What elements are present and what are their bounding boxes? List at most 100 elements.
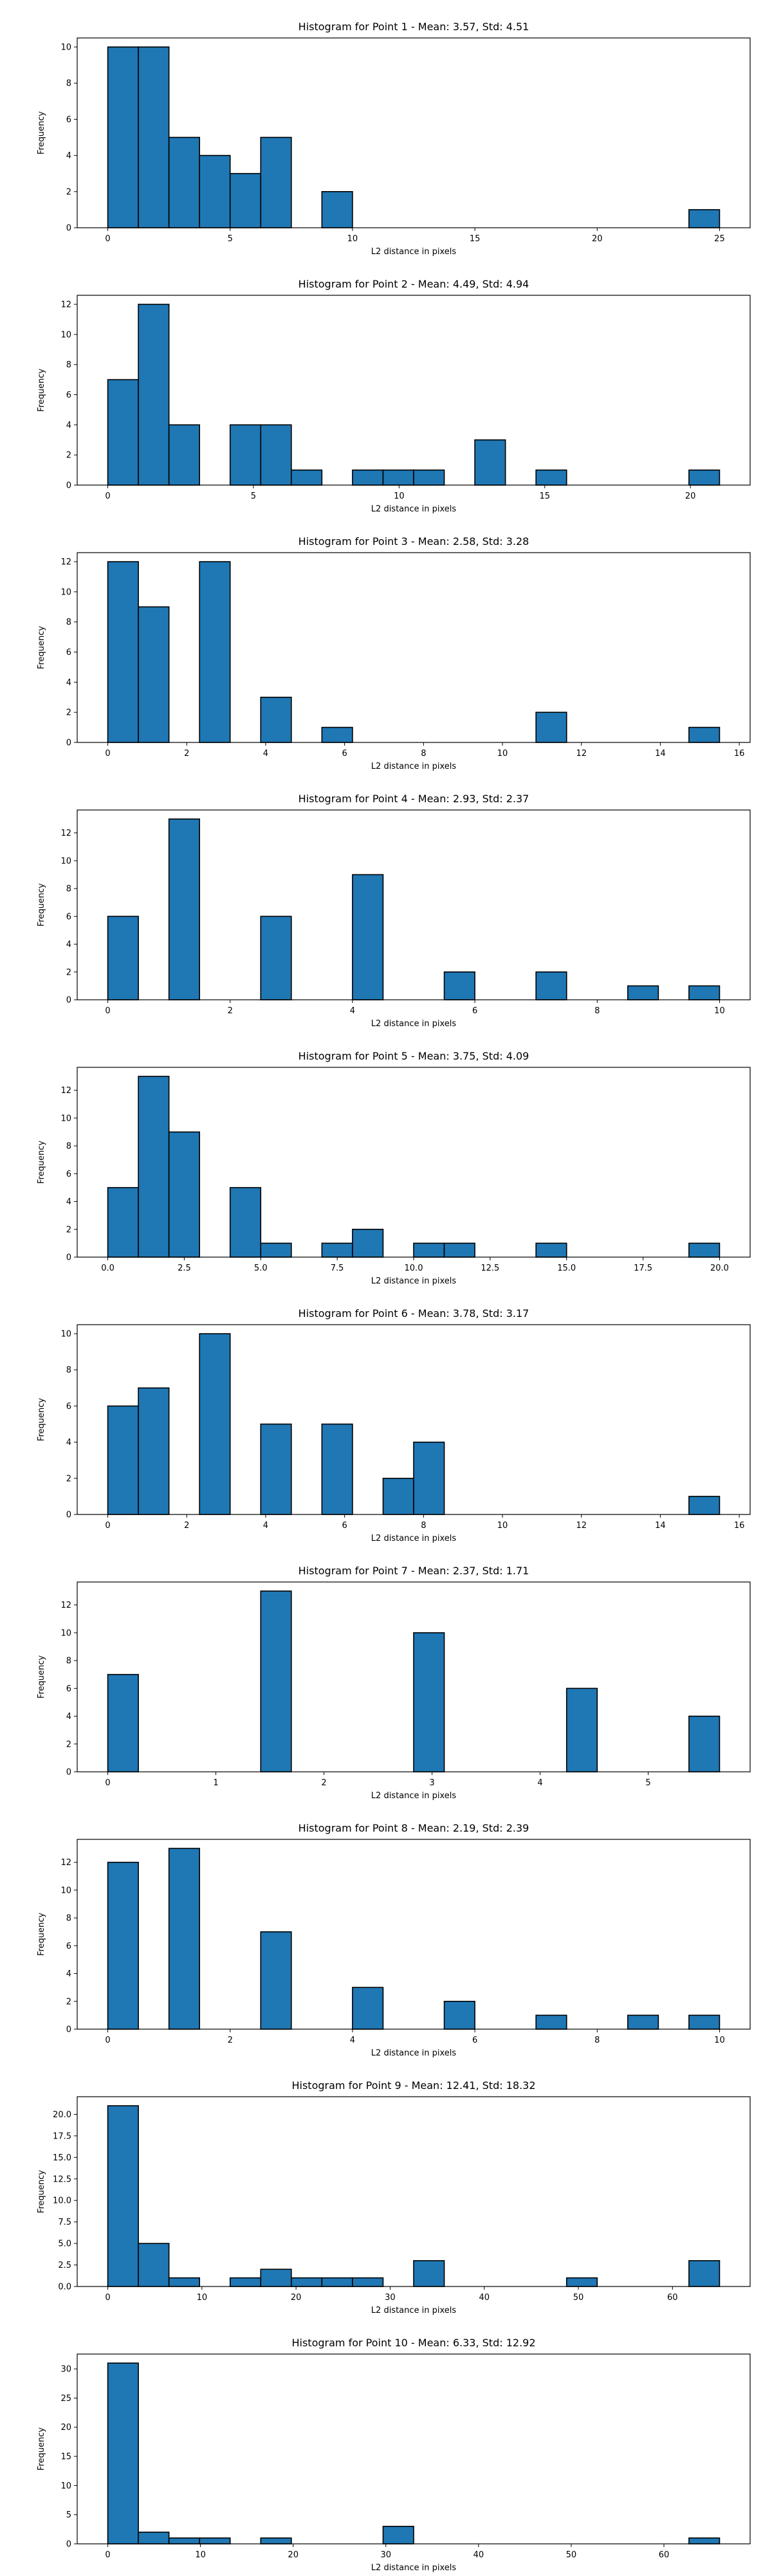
histogram-chart: 0.0 2.5 5.0 7.5 10.0 12.5 15.0 17.5 20.0 0 2 4 6 8 10 1…: [37, 1050, 751, 1286]
y-tick-label: 2: [66, 1997, 71, 2007]
x-tick-label: 4: [350, 2036, 355, 2045]
histogram-bar: [535, 2014, 567, 2030]
x-tick-label: 15: [539, 492, 550, 501]
histogram-bar: [260, 1423, 292, 1515]
x-tick-label: 16: [734, 749, 745, 759]
y-tick-label: 15.0: [53, 2153, 71, 2163]
x-tick-label: 12: [576, 749, 587, 759]
y-tick-label: 8: [66, 885, 71, 894]
histogram-bar: [382, 469, 414, 486]
histogram-bar: [688, 2014, 721, 2030]
y-tick-label: 2: [66, 1474, 71, 1484]
x-axis-label: L2 distance in pixels: [371, 2563, 457, 2573]
x-axis-label: L2 distance in pixels: [371, 2048, 457, 2058]
y-axis-label: Frequency: [37, 1141, 46, 1184]
histogram-bar: [107, 1673, 139, 1772]
histogram-bar: [260, 1931, 292, 2030]
y-tick-label: 17.5: [53, 2131, 71, 2141]
y-tick-label: 10: [60, 1330, 71, 1339]
y-tick-label: 6: [66, 391, 71, 400]
axes-frame: [77, 1324, 751, 1515]
chart-title: Histogram for Point 8 - Mean: 2.19, Std:…: [299, 1822, 529, 1834]
y-tick-label: 10: [60, 1886, 71, 1895]
x-axis-label: L2 distance in pixels: [371, 1276, 457, 1286]
y-tick-label: 10: [60, 1628, 71, 1638]
histogram-bar: [688, 2537, 721, 2544]
histogram-bar: [413, 1242, 445, 1258]
x-tick-label: 12.5: [481, 1264, 499, 1273]
y-tick-label: 0.0: [58, 2283, 71, 2292]
x-tick-label: 8: [594, 2036, 600, 2045]
histogram-bar: [199, 2537, 231, 2544]
y-tick-label: 30: [60, 2365, 71, 2375]
x-tick-label: 4: [537, 1778, 542, 1788]
histogram-bar: [565, 2277, 598, 2287]
histogram-bar: [565, 1688, 598, 1772]
histogram-panel: 0 1 2 3 4 5 0 2 4 6 8 10 12 Histogram for Point 7 - M…: [0, 1544, 772, 1801]
chart-title: Histogram for Point 1 - Mean: 3.57, Std:…: [299, 21, 529, 33]
histogram-bar: [443, 2000, 475, 2030]
histogram-bar: [352, 1987, 384, 2030]
histogram-bar: [352, 469, 384, 486]
histogram-panel: 0 10 20 30 40 50 60 0.0 2.5 5.0 7.5 10.0 12.5 15.0 17.…: [0, 2059, 772, 2316]
histogram-bar: [413, 1441, 445, 1515]
chart-title: Histogram for Point 4 - Mean: 2.93, Std:…: [299, 793, 529, 805]
y-tick-label: 10: [60, 856, 71, 866]
histogram-bar: [688, 1496, 721, 1515]
y-tick-label: 0: [66, 1253, 71, 1263]
y-axis-label: Frequency: [37, 1398, 46, 1441]
histogram-chart: 0 2 4 6 8 10 12 14 16 0 2 4 6 8 10 12 Histogram for Poin…: [37, 535, 751, 771]
axes-frame: [77, 1839, 751, 2030]
x-tick-label: 10: [195, 2550, 206, 2560]
y-tick-label: 2: [66, 968, 71, 977]
x-tick-label: 14: [655, 1521, 666, 1531]
y-axis-label: Frequency: [37, 1913, 46, 1956]
y-tick-label: 5.0: [58, 2240, 71, 2249]
histogram-bar: [168, 2277, 200, 2287]
y-tick-label: 0: [66, 739, 71, 748]
histogram-panel: 0 5 10 15 20 0 2 4 6 8 10 12 Histogram for Point 2 -…: [0, 257, 772, 515]
histogram-bar: [688, 1715, 721, 1772]
y-tick-label: 4: [66, 940, 71, 950]
y-tick-label: 8: [66, 79, 71, 89]
histogram-bar: [321, 726, 353, 743]
histogram-bar: [688, 985, 721, 1000]
histogram-bar: [535, 1242, 567, 1258]
y-tick-label: 6: [66, 912, 71, 922]
x-tick-label: 10: [197, 2293, 208, 2303]
histogram-bar: [382, 2526, 414, 2544]
y-tick-label: 6: [66, 1170, 71, 1179]
y-tick-label: 8: [66, 1366, 71, 1375]
x-tick-label: 10.0: [405, 1264, 423, 1273]
x-tick-label: 0: [105, 1778, 110, 1788]
histogram-bar: [321, 1242, 353, 1258]
x-tick-label: 0: [105, 2550, 110, 2560]
x-tick-label: 50: [566, 2550, 577, 2560]
histogram-bar: [321, 2277, 353, 2287]
x-tick-label: 2.5: [178, 1264, 191, 1273]
histogram-bar: [688, 469, 721, 486]
histogram-bar: [688, 726, 721, 743]
histogram-bar: [199, 154, 231, 228]
histogram-bar: [168, 1848, 200, 2030]
y-tick-label: 12: [60, 829, 71, 838]
axes-frame: [77, 552, 751, 743]
histogram-panel: 0 2 4 6 8 10 0 2 4 6 8 10 12 Histogram for Point 4 - …: [0, 772, 772, 1029]
y-tick-label: 12: [60, 300, 71, 310]
x-tick-label: 5: [645, 1778, 650, 1788]
x-tick-label: 0: [105, 1006, 110, 1016]
x-tick-label: 30: [385, 2293, 396, 2303]
histogram-bar: [260, 136, 292, 228]
x-tick-label: 16: [734, 1521, 745, 1531]
y-tick-label: 12: [60, 1086, 71, 1096]
histogram-chart: 0 5 10 15 20 25 0 2 4 6 8 10 Histogram for Point 1 -…: [37, 21, 751, 257]
x-tick-label: 20: [685, 492, 696, 501]
histogram-bar: [688, 2260, 721, 2287]
histogram-bar: [260, 1242, 292, 1258]
histogram-bar: [260, 915, 292, 1000]
x-axis-label: L2 distance in pixels: [371, 504, 457, 514]
x-tick-label: 0: [105, 234, 110, 244]
chart-title: Histogram for Point 3 - Mean: 2.58, Std:…: [299, 535, 529, 547]
y-tick-label: 2: [66, 1740, 71, 1749]
